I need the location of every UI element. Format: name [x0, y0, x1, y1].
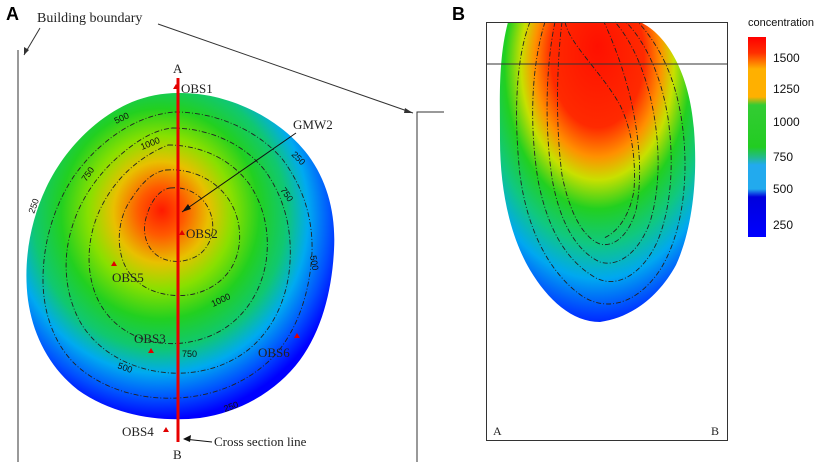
- section-end-label: B: [173, 447, 182, 462]
- contour-label: 750: [182, 349, 197, 359]
- obs2-marker: [179, 230, 185, 235]
- contour-label: 500: [308, 255, 320, 272]
- section-start-label: A: [173, 61, 183, 76]
- obs1-label: OBS1: [181, 81, 213, 96]
- plume-cross-section: [499, 22, 696, 322]
- obs3-label: OBS3: [134, 331, 166, 346]
- contour-label: 250: [26, 197, 41, 215]
- contour-label: 250: [222, 399, 240, 414]
- obs2-label: OBS2: [186, 226, 218, 241]
- obs6-marker: [294, 333, 300, 338]
- cross-section-frame: [486, 22, 728, 441]
- obs5-marker: [111, 261, 117, 266]
- boundary-arrow-right: [157, 23, 414, 114]
- legend-tick: 1000: [773, 115, 800, 129]
- legend-title: concentration: [748, 17, 814, 29]
- gmw2-arrowhead: [182, 204, 191, 212]
- observation-wells: OBS1 OBS2 OBS5 OBS3 OBS6 OBS4: [111, 81, 300, 439]
- obs1-marker: [173, 84, 179, 89]
- panel-b-letter: B: [452, 4, 465, 24]
- building-boundary-label: Building boundary: [37, 11, 142, 26]
- boundary-arrowhead-left: [24, 47, 29, 55]
- legend-tick: 750: [773, 150, 793, 164]
- legend-tick: 1250: [773, 82, 800, 96]
- gmw2-arrow: [181, 132, 297, 213]
- legend-colorbar: [748, 37, 766, 237]
- building-boundary-right-wall: [416, 111, 444, 462]
- obs6-label: OBS6: [258, 345, 290, 360]
- legend-tick: 250: [773, 218, 793, 232]
- obs3-marker: [148, 348, 154, 353]
- cross-section-panel: A B: [486, 21, 728, 441]
- contour-label: 500: [116, 360, 134, 375]
- contour-lines-section: [516, 21, 686, 305]
- cross-section-arrowhead: [183, 435, 191, 442]
- panel-a-letter: A: [6, 4, 19, 24]
- section-corner-b: B: [711, 424, 719, 438]
- boundary-arrowhead-right: [404, 108, 413, 113]
- concentration-legend: concentration 1500 1250 1000 750 500 250: [748, 17, 814, 237]
- obs5-label: OBS5: [112, 270, 144, 285]
- obs4-label: OBS4: [122, 424, 154, 439]
- legend-tick: 1500: [773, 51, 800, 65]
- cross-section-label: Cross section line: [214, 434, 307, 449]
- obs4-marker: [163, 427, 169, 432]
- section-corner-a: A: [493, 424, 502, 438]
- legend-tick: 500: [773, 182, 793, 196]
- gmw2-label: GMW2: [293, 117, 333, 132]
- plume-plan-view: [26, 92, 335, 420]
